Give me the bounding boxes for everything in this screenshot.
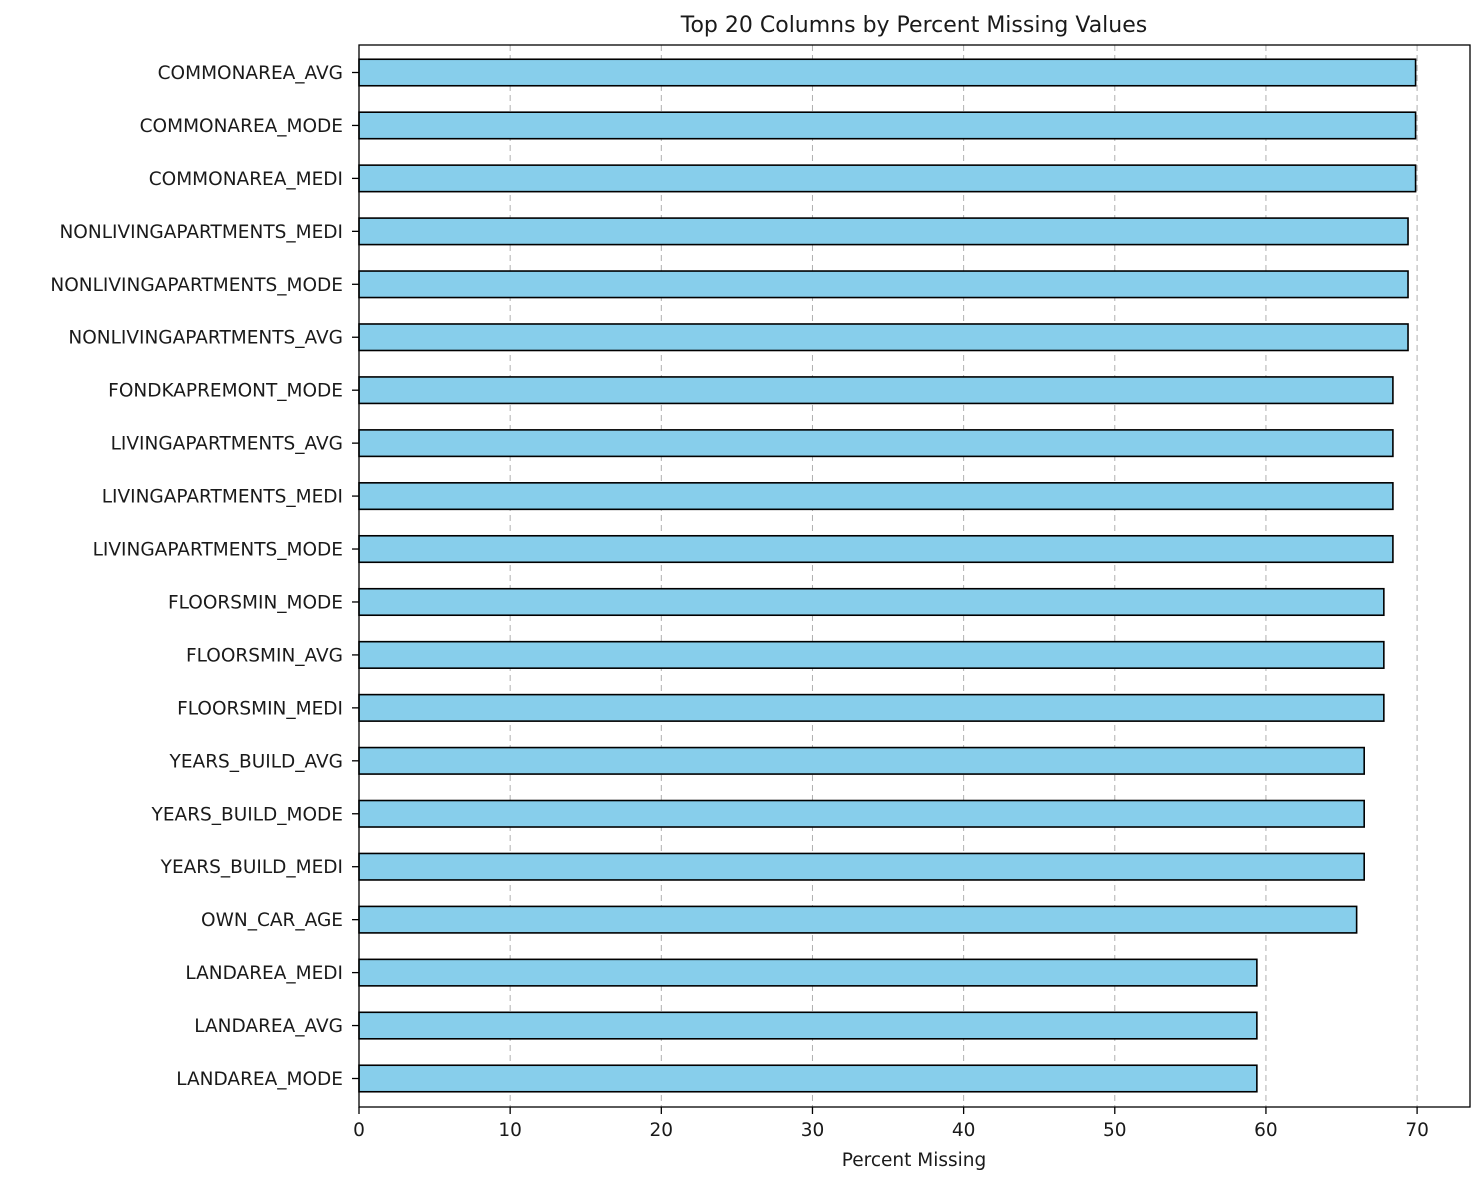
x-axis-label: Percent Missing <box>842 1150 986 1171</box>
bar <box>358 323 1409 352</box>
bars <box>358 58 1417 1093</box>
y-tick-label: NONLIVINGAPARTMENTS_MEDI <box>59 222 343 243</box>
y-tick-label: COMMONAREA_AVG <box>158 63 343 84</box>
bar <box>358 852 1365 881</box>
bar <box>358 905 1358 934</box>
bar <box>358 217 1409 246</box>
y-tick-label: LANDAREA_MEDI <box>185 963 343 984</box>
bar <box>358 1064 1258 1093</box>
y-tick-label: LANDAREA_AVG <box>194 1016 343 1037</box>
plot-frame <box>358 44 1471 1108</box>
bar <box>358 376 1394 405</box>
bar <box>358 640 1385 669</box>
x-tick-label: 0 <box>353 1120 365 1141</box>
y-tick-label: LIVINGAPARTMENTS_MODE <box>93 540 343 561</box>
x-tick-label: 30 <box>801 1120 825 1141</box>
y-tick-label: YEARS_BUILD_MEDI <box>160 857 343 878</box>
y-tick-label: LANDAREA_MODE <box>176 1069 343 1090</box>
x-tick-label: 20 <box>650 1120 674 1141</box>
bar <box>358 958 1258 987</box>
bar <box>358 429 1394 458</box>
bar <box>358 746 1365 775</box>
y-tick-label: LIVINGAPARTMENTS_AVG <box>111 434 343 455</box>
y-tick-label: YEARS_BUILD_AVG <box>169 751 343 772</box>
y-tick-label: LIVINGAPARTMENTS_MEDI <box>102 487 343 508</box>
y-tick-label: NONLIVINGAPARTMENTS_MODE <box>50 275 343 296</box>
y-tick-label: OWN_CAR_AGE <box>201 910 343 931</box>
y-tick-label: NONLIVINGAPARTMENTS_AVG <box>68 328 343 349</box>
y-tick-label: FONDKAPREMONT_MODE <box>108 381 343 402</box>
y-tick-label: FLOORSMIN_AVG <box>186 645 343 666</box>
y-tick-label: COMMONAREA_MODE <box>140 116 343 137</box>
y-axis-ticks: COMMONAREA_AVG COMMONAREA_MODE COMMONAREA_… <box>50 63 359 1090</box>
y-tick-label: FLOORSMIN_MEDI <box>177 698 343 719</box>
bar <box>358 482 1394 511</box>
x-axis-ticks: 0 10 20 30 40 50 60 70 <box>353 1107 1429 1141</box>
chart-title: Top 20 Columns by Percent Missing Values <box>680 13 1147 38</box>
bar <box>358 270 1409 299</box>
x-tick-label: 10 <box>498 1120 522 1141</box>
y-tick-label: COMMONAREA_MEDI <box>149 169 343 190</box>
x-tick-label: 70 <box>1405 1120 1429 1141</box>
y-tick-label: YEARS_BUILD_MODE <box>151 804 343 825</box>
bar <box>358 58 1417 87</box>
bar <box>358 587 1385 617</box>
bar <box>358 164 1417 193</box>
bar <box>358 534 1394 564</box>
bar <box>358 693 1385 722</box>
x-tick-label: 60 <box>1254 1120 1278 1141</box>
gridlines <box>358 45 1418 1107</box>
x-tick-label: 40 <box>952 1120 976 1141</box>
bar <box>358 111 1417 140</box>
x-tick-label: 50 <box>1103 1120 1127 1141</box>
bar <box>358 1011 1258 1040</box>
bar <box>358 799 1365 828</box>
y-tick-label: FLOORSMIN_MODE <box>168 592 343 613</box>
